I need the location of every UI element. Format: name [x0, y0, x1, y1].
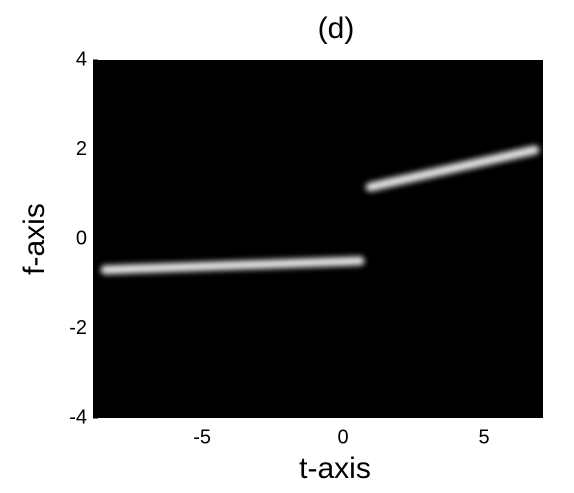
- ridge-line: [365, 145, 540, 192]
- y-tick-label: -4: [69, 406, 87, 428]
- y-tick-label: 2: [76, 138, 87, 160]
- x-tick-label: -5: [193, 426, 211, 448]
- ridge-line: [100, 256, 365, 275]
- plot-area: [93, 60, 543, 418]
- x-axis-label: t-axis: [299, 452, 371, 485]
- y-tick-label: 4: [76, 48, 87, 70]
- x-tick-label: 0: [338, 426, 349, 448]
- x-tick-label: 5: [479, 426, 490, 448]
- chart-title: (d): [318, 12, 355, 45]
- y-axis-label: f-axis: [18, 203, 51, 275]
- y-tick-label: -2: [69, 317, 87, 339]
- y-tick-label: 0: [76, 227, 87, 249]
